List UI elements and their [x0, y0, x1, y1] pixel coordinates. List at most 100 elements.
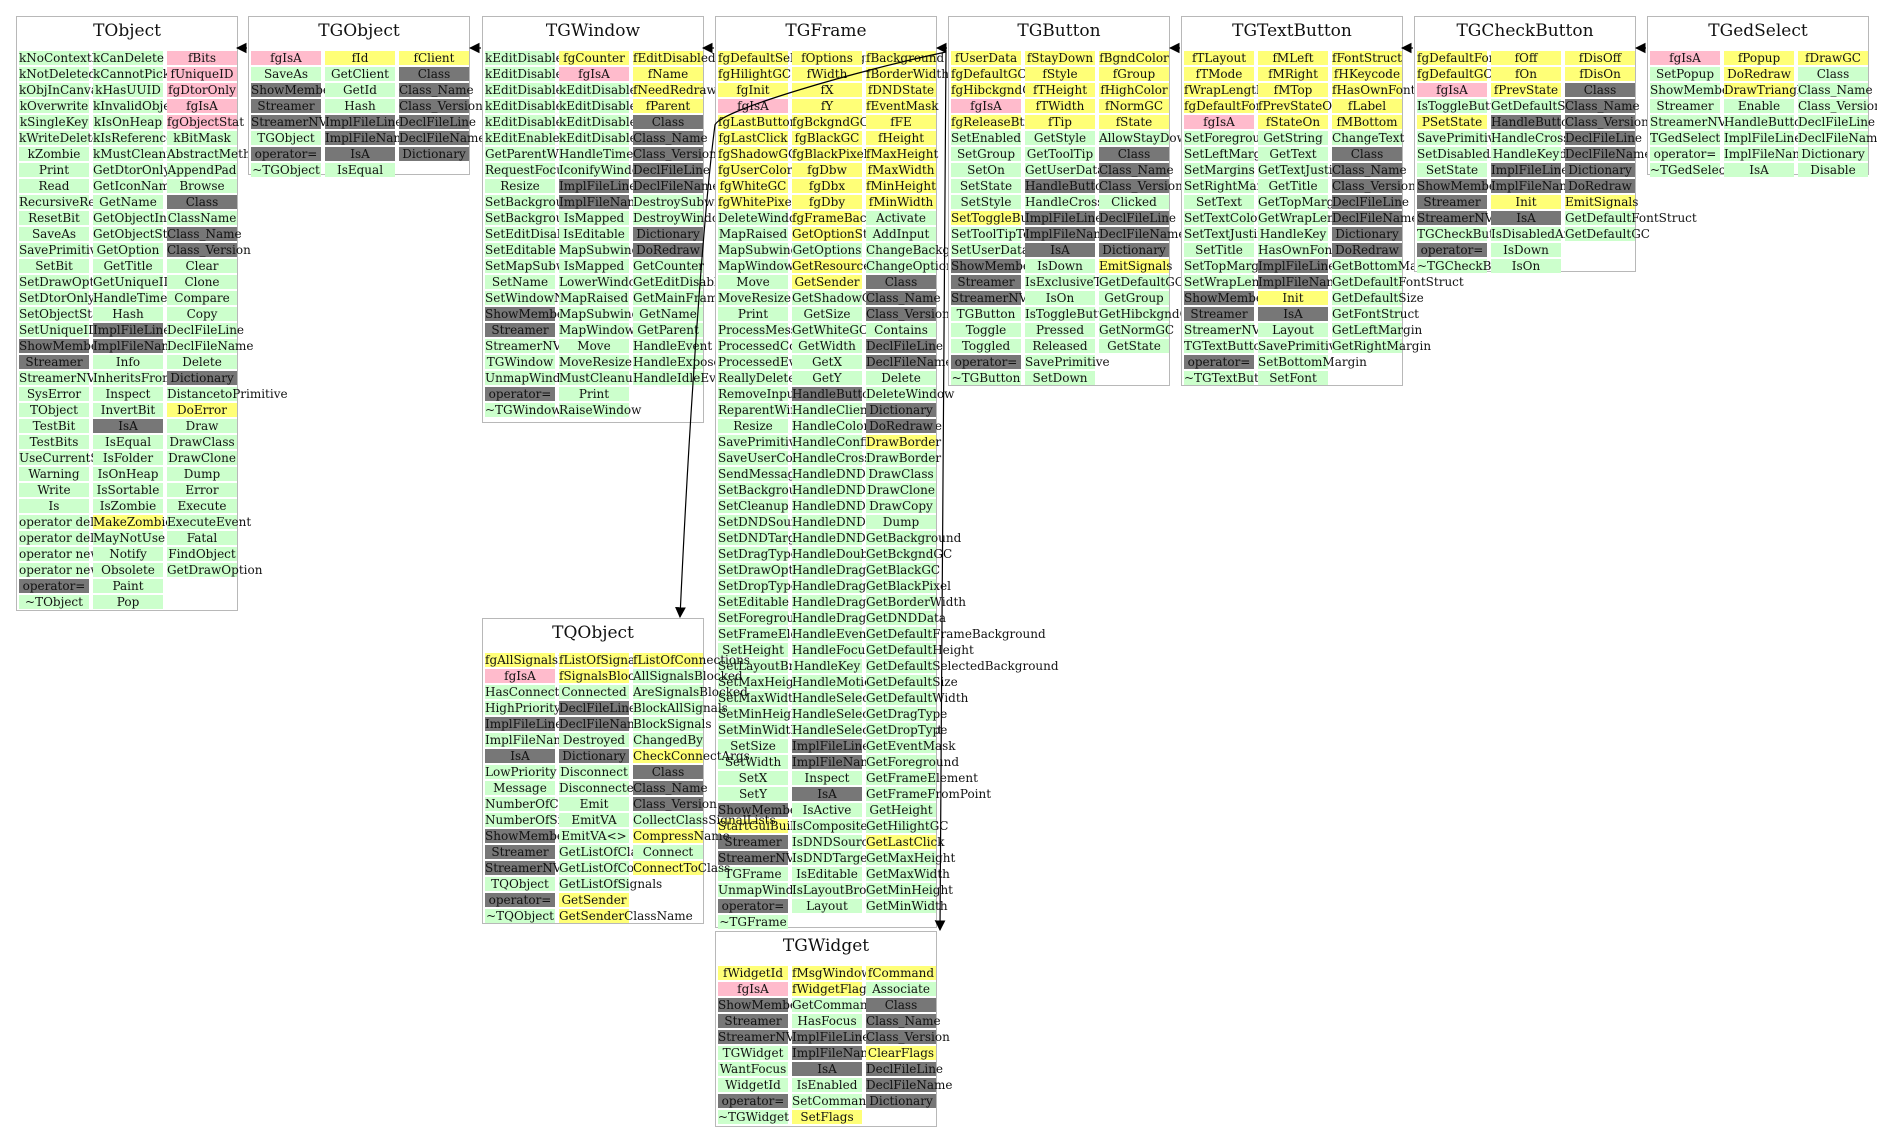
- member-cell: HighPriority: [485, 701, 561, 715]
- member-label: Fatal: [186, 531, 218, 545]
- member-cell: fOptions: [792, 51, 862, 65]
- member-label: DistancetoPrimitive: [167, 387, 288, 401]
- member-label: fMRight: [1268, 67, 1318, 81]
- member-cell: kEditDisableResize: [485, 99, 602, 113]
- class-box-tgwidget: TGWidget fWidgetId fgIsA ShowMembers Streame…: [715, 931, 953, 1127]
- member-cell: EmitSignals: [1565, 195, 1638, 209]
- member-cell: fgReleaseBtn: [951, 115, 1032, 129]
- member-label: Clone: [184, 275, 220, 289]
- member-label: TestBit: [32, 419, 76, 433]
- member-label: DeclFileName: [559, 717, 646, 731]
- member-label: IsMapped: [563, 211, 625, 225]
- member-label: Streamer: [491, 845, 549, 859]
- member-label: GetStyle: [1033, 131, 1087, 145]
- member-label: fMLeft: [1272, 51, 1314, 65]
- member-cell: Streamer: [718, 835, 788, 849]
- member-label: kIsOnHeap: [93, 115, 163, 129]
- member-label: RemoveInput: [718, 387, 800, 401]
- member-cell: HandleDragMotion: [792, 611, 909, 625]
- member-label: Pressed: [1035, 323, 1084, 337]
- member-label: fOn: [1514, 67, 1537, 81]
- member-label: fWidgetFlags: [792, 982, 873, 996]
- member-cell: SetDNDSource: [718, 515, 811, 529]
- member-cell: IsA: [1258, 307, 1328, 321]
- member-cell: kEditDisableWidth: [485, 115, 599, 129]
- member-label: fFE: [890, 115, 912, 129]
- member-label: HandleButton: [792, 387, 878, 401]
- member-cell: SavePrimitive: [19, 243, 104, 257]
- member-label: ImplFileLine: [792, 739, 870, 753]
- member-cell: operator delete[]: [19, 531, 123, 545]
- member-label: Class_Name: [1565, 99, 1640, 113]
- member-cell: ImplFileLine: [1025, 211, 1102, 225]
- member-label: SysError: [26, 387, 82, 401]
- member-cell: Class_Name: [1565, 99, 1640, 113]
- member-cell: Class_Version: [1099, 179, 1183, 193]
- member-label: fDNDState: [867, 83, 935, 97]
- member-label: ~TObject: [25, 595, 83, 609]
- member-label: GetDefaultSize: [1491, 99, 1583, 113]
- member-label: fgIsA: [1436, 83, 1468, 97]
- member-label: DeclFileLine: [633, 163, 711, 177]
- member-cell: HandleButton: [1724, 115, 1809, 129]
- member-label: SetHeight: [722, 643, 784, 657]
- member-label: AllowStayDown: [1099, 131, 1195, 145]
- member-cell: Dictionary: [1332, 227, 1402, 241]
- member-cell: ChangeText: [1332, 131, 1405, 145]
- member-label: ImplFileLine: [1025, 211, 1103, 225]
- member-cell: Class_Version: [1798, 99, 1877, 113]
- member-label: GetDefaultFrameBackground: [866, 627, 1046, 641]
- member-cell: ShowMembers: [19, 339, 110, 353]
- class-title: TGWindow: [545, 21, 641, 41]
- member-cell: operator=: [951, 355, 1021, 369]
- member-cell: IsDisabledAndSelected: [1491, 227, 1632, 241]
- member-label: ClearFlags: [867, 1046, 935, 1060]
- member-label: EmitVA: [571, 813, 617, 827]
- member-cell: ShowMembers: [951, 259, 1042, 273]
- member-cell: Class: [167, 195, 237, 209]
- member-cell: Notify: [93, 547, 163, 561]
- member-label: ChangeText: [1332, 131, 1405, 145]
- member-cell: GetBlackPixel: [866, 579, 951, 593]
- member-label: kZombie: [27, 147, 81, 161]
- member-cell: GetTitle: [93, 259, 163, 273]
- member-label: Class: [884, 998, 918, 1012]
- member-cell: HandleDNDPosition: [792, 531, 914, 545]
- member-label: DeclFileLine: [167, 323, 245, 337]
- member-cell: Dictionary: [167, 371, 237, 385]
- member-cell: Inspect: [93, 387, 163, 401]
- member-label: DeclFileName: [1332, 211, 1419, 225]
- member-label: SavePrimitive: [1258, 339, 1343, 353]
- member-cell: MapSubwindows: [718, 243, 822, 257]
- member-label: SetObjectStat: [19, 307, 105, 321]
- member-label: RequestFocus: [485, 163, 571, 177]
- member-cell: HandleDNDLeave: [792, 515, 902, 529]
- member-cell: fDisOn: [1565, 67, 1635, 81]
- member-cell: fNormGC: [1099, 99, 1169, 113]
- member-label: SetFlags: [800, 1110, 854, 1124]
- member-cell: kCanDelete: [93, 51, 164, 65]
- member-label: operator=: [721, 1094, 785, 1108]
- member-cell: DoRedraw: [866, 419, 936, 433]
- member-cell: Toggle: [951, 323, 1021, 337]
- member-cell: StreamerNVirtual: [951, 291, 1060, 305]
- member-label: fEditDisabled: [633, 51, 716, 65]
- member-cell: GetEventMask: [866, 739, 956, 753]
- member-cell: Streamer: [1417, 195, 1487, 209]
- member-cell: GetDtorOnly: [93, 163, 170, 177]
- member-label: DeclFileLine: [559, 701, 637, 715]
- member-cell: HandleEvent: [633, 339, 712, 353]
- member-label: ChangedBy: [633, 733, 703, 747]
- member-label: IsOn: [1511, 259, 1541, 273]
- member-label: Hash: [344, 99, 376, 113]
- member-cell: Streamer: [1650, 99, 1720, 113]
- member-label: DoRedraw: [636, 243, 700, 257]
- member-cell: Class: [399, 67, 469, 81]
- member-label: GetDragType: [866, 707, 948, 721]
- member-label: GetName: [639, 307, 697, 321]
- member-cell: fStateOn: [1258, 115, 1328, 129]
- member-cell: IsA: [792, 787, 862, 801]
- member-label: Dump: [183, 467, 221, 481]
- member-label: GetDtorOnly: [93, 163, 171, 177]
- member-label: DoRedraw: [1727, 67, 1791, 81]
